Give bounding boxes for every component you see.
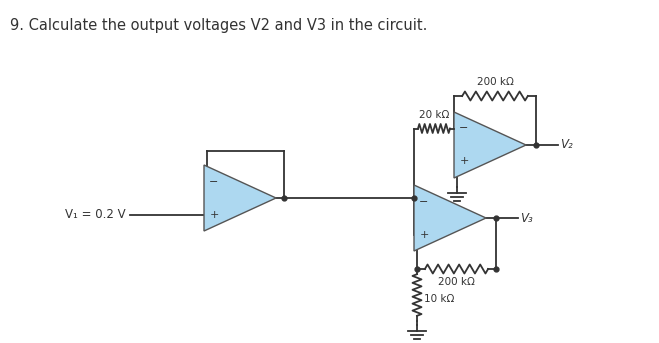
Text: V₁ = 0.2 V: V₁ = 0.2 V [65,208,126,221]
Polygon shape [204,165,276,231]
Text: V₂: V₂ [560,139,573,152]
Text: 9. Calculate the output voltages V2 and V3 in the circuit.: 9. Calculate the output voltages V2 and … [10,18,428,33]
Text: 20 kΩ: 20 kΩ [419,109,449,119]
Text: 10 kΩ: 10 kΩ [424,294,454,304]
Text: +: + [210,210,219,220]
Text: 200 kΩ: 200 kΩ [476,77,513,87]
Text: +: + [459,156,469,166]
Polygon shape [454,112,526,178]
Text: +: + [419,229,429,239]
Text: −: − [419,197,429,206]
Text: V₃: V₃ [520,212,532,225]
Polygon shape [414,185,486,251]
Text: −: − [459,123,469,133]
Text: 200 kΩ: 200 kΩ [438,277,475,287]
Text: −: − [210,177,219,187]
